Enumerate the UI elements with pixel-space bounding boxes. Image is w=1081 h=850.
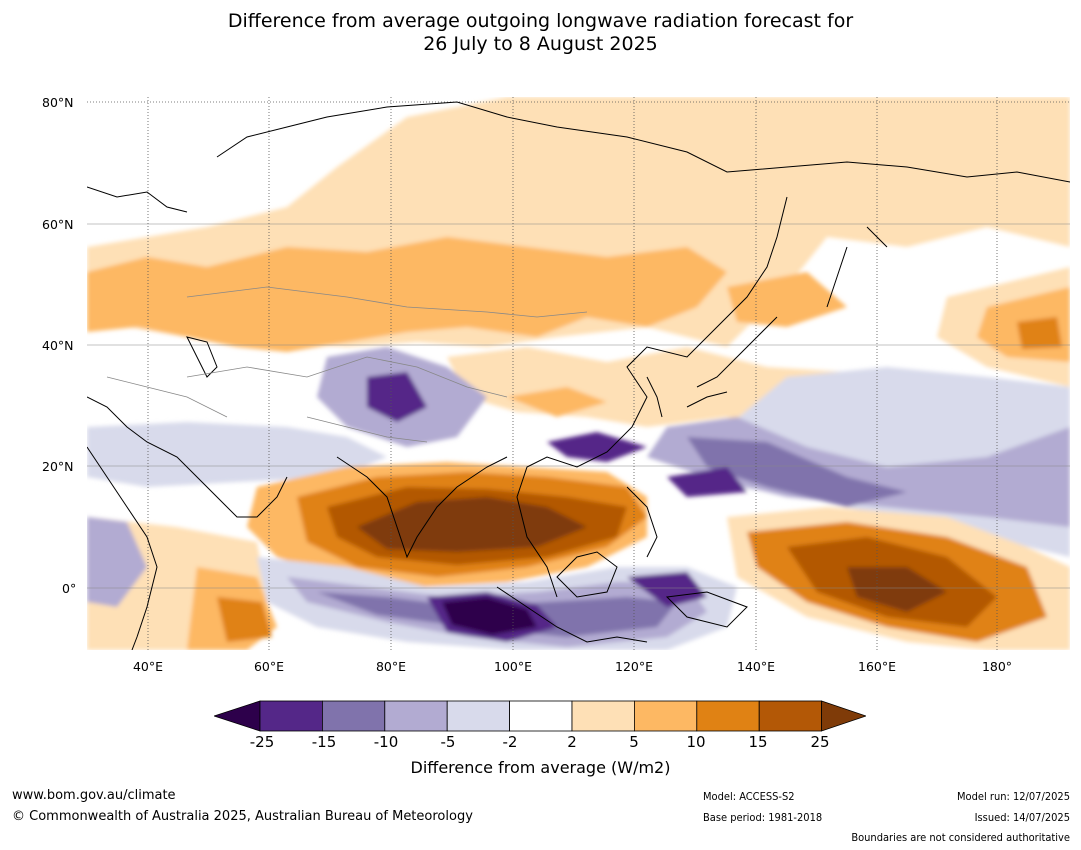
lon-label-100e: 100°E xyxy=(493,659,533,674)
anomaly-fields xyxy=(87,97,1070,650)
anomaly-region-central-asia-orange xyxy=(87,237,727,352)
olr-anomaly-map xyxy=(87,97,1070,650)
anomaly-region-south-indian-ocean-dark xyxy=(217,597,272,642)
lon-label-160e: 160°E xyxy=(857,659,897,674)
colorbar-bin-neg2-2 xyxy=(509,700,573,732)
anomaly-region-pacific-mid-violet xyxy=(687,437,907,507)
colorbar-bin-neg10-neg5 xyxy=(384,700,448,732)
lon-label-140e: 140°E xyxy=(736,659,776,674)
anomaly-region-pacific-dark-orange xyxy=(1017,317,1062,349)
colorbar-bin-neg25-neg15 xyxy=(259,700,323,732)
footer-model-run: Model run: 12/07/2025 xyxy=(957,790,1070,803)
footer-issued: Issued: 14/07/2025 xyxy=(974,811,1070,824)
colorbar-tick: 5 xyxy=(629,733,639,751)
coastline-arctic xyxy=(216,101,1070,183)
footer-model: Model: ACCESS-S2 xyxy=(703,790,795,803)
anomaly-region-bay-of-bengal-darkest xyxy=(357,497,587,552)
colorbar-extend-low xyxy=(214,700,261,732)
footer-disclaimer: Boundaries are not considered authoritat… xyxy=(851,831,1070,844)
coastline-new-guinea xyxy=(665,591,748,628)
anomaly-region-arabian-pale-violet xyxy=(87,422,387,487)
coastline-kamchatka xyxy=(826,226,888,308)
coastlines xyxy=(87,101,1070,650)
colorbar-tick: 2 xyxy=(567,733,577,751)
coastline-borneo xyxy=(556,551,618,598)
colorbar-bin-10-15 xyxy=(696,700,760,732)
colorbar-tick: 10 xyxy=(686,733,706,751)
lon-label-40e: 40°E xyxy=(132,659,164,674)
lat-label-60n: 60°N xyxy=(42,217,74,232)
colorbar-tick: -10 xyxy=(373,733,399,751)
lon-label-60e: 60°E xyxy=(253,659,285,674)
colorbar xyxy=(214,700,866,732)
colorbar-bin-neg5-neg2 xyxy=(446,700,510,732)
colorbar-tick: 15 xyxy=(748,733,768,751)
anomaly-region-new-guinea-deep-violet xyxy=(627,572,707,607)
chart-title-line-1: Difference from average outgoing longwav… xyxy=(227,10,854,32)
lat-label-40n: 40°N xyxy=(42,338,74,353)
lat-label-80n: 80°N xyxy=(42,95,74,110)
colorbar-tick: -2 xyxy=(502,733,518,751)
anomaly-region-pacific-warm-darkest xyxy=(847,567,947,612)
coastline-africa-east xyxy=(87,446,158,650)
coastline-philippines xyxy=(626,486,658,558)
coastline-korea-japan xyxy=(646,316,778,418)
colorbar-bin-5-10 xyxy=(633,700,698,732)
coastline-india xyxy=(336,456,508,559)
anomaly-region-tibet-deep-violet xyxy=(367,372,427,422)
anomaly-region-philippine-sea-deep-violet xyxy=(667,467,747,497)
lon-label-80e: 80°E xyxy=(375,659,407,674)
lon-label-120e: 120°E xyxy=(614,659,654,674)
colorbar-bin-15-25 xyxy=(758,700,823,732)
country-borders xyxy=(106,286,588,443)
colorbar-tick: -15 xyxy=(311,733,337,751)
footer-copyright: © Commonwealth of Australia 2025, Austra… xyxy=(12,809,473,824)
coastline-east-asia xyxy=(516,196,788,598)
anomaly-region-south-china-sea-deep-violet xyxy=(547,432,647,462)
colorbar-tick: -25 xyxy=(249,733,275,751)
graticule xyxy=(87,97,1070,650)
colorbar-bin-2-5 xyxy=(571,700,635,732)
lon-label-180: 180° xyxy=(981,659,1013,674)
chart-title-line-2: 26 July to 8 August 2025 xyxy=(423,33,658,55)
coastline-sumatra-java xyxy=(496,586,648,643)
colorbar-extend-high xyxy=(821,700,866,732)
lat-label-equator: 0° xyxy=(62,581,77,596)
anomaly-region-far-east-orange xyxy=(727,272,847,327)
colorbar-label: Difference from average (W/m2) xyxy=(410,758,671,777)
footer-base-period: Base period: 1981-2018 xyxy=(703,811,823,824)
colorbar-bin-neg15-neg10 xyxy=(322,700,386,732)
anomaly-region-africa-violet xyxy=(87,517,147,607)
colorbar-tick: -5 xyxy=(440,733,456,751)
anomaly-region-southeast-orange xyxy=(507,387,607,417)
colorbar-tick: 25 xyxy=(810,733,830,751)
coastline-arabia xyxy=(87,396,288,518)
lat-label-20n: 20°N xyxy=(42,459,74,474)
footer-website-link[interactable]: www.bom.gov.au/climate xyxy=(12,788,176,803)
coastline-europe-east xyxy=(87,186,188,213)
coastline-caspian xyxy=(186,336,218,378)
